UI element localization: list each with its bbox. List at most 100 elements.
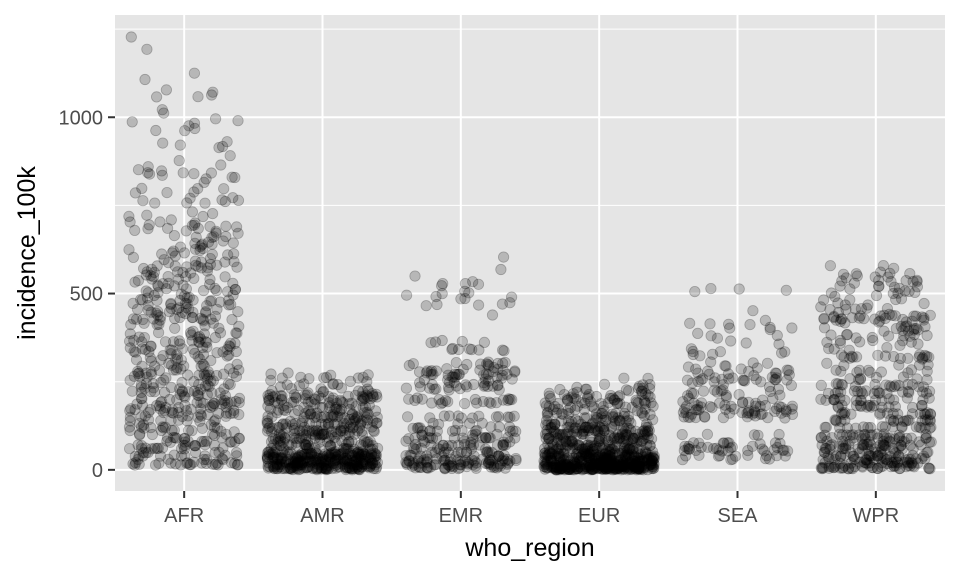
data-point	[126, 116, 138, 128]
data-point	[170, 364, 182, 376]
data-point	[180, 302, 192, 314]
data-point	[223, 299, 235, 311]
data-point	[357, 458, 369, 470]
data-point	[198, 176, 210, 188]
data-point	[546, 421, 558, 433]
data-point	[145, 368, 157, 380]
data-point	[202, 373, 214, 385]
data-point	[207, 208, 219, 220]
data-point	[168, 449, 180, 461]
data-point	[214, 387, 226, 399]
data-point	[619, 401, 632, 413]
data-point	[229, 457, 241, 469]
data-point	[208, 397, 220, 410]
data-point	[217, 346, 229, 358]
data-point	[274, 432, 287, 444]
data-point	[276, 372, 288, 384]
data-point	[414, 381, 426, 393]
data-point	[298, 428, 310, 440]
data-point	[318, 428, 330, 440]
data-point	[175, 354, 187, 366]
data-point	[123, 244, 135, 256]
data-point	[156, 169, 168, 181]
data-point	[747, 305, 759, 317]
data-point	[873, 316, 885, 328]
data-point	[186, 311, 198, 324]
data-point	[610, 458, 623, 470]
data-point	[358, 447, 370, 460]
data-point	[209, 331, 221, 344]
data-point	[195, 410, 207, 422]
data-point	[169, 432, 181, 444]
data-point	[193, 336, 205, 348]
data-point	[695, 441, 707, 453]
data-point	[180, 283, 192, 295]
data-point	[439, 394, 452, 407]
data-point	[145, 340, 157, 352]
data-point	[870, 289, 883, 302]
data-point	[876, 456, 888, 469]
data-point	[909, 286, 921, 298]
data-point	[817, 462, 829, 474]
data-point	[217, 368, 230, 380]
data-point	[265, 426, 278, 438]
data-point	[290, 392, 302, 404]
data-point	[213, 446, 225, 458]
data-point	[146, 273, 158, 285]
data-point	[162, 270, 174, 283]
data-point	[778, 444, 790, 456]
data-point	[924, 415, 936, 427]
data-point	[815, 393, 827, 405]
data-point	[149, 386, 161, 398]
data-point	[684, 317, 696, 329]
data-point	[207, 375, 219, 387]
data-point	[824, 260, 837, 272]
data-point	[195, 383, 207, 396]
data-point	[146, 428, 158, 441]
data-point	[824, 440, 836, 452]
data-point	[166, 247, 178, 259]
data-point	[471, 397, 483, 409]
data-point	[770, 372, 783, 384]
data-point	[135, 392, 147, 405]
data-point	[132, 365, 144, 378]
data-point	[209, 458, 222, 471]
data-point	[752, 429, 764, 441]
data-point	[134, 429, 146, 441]
data-point	[222, 286, 234, 298]
data-point	[188, 272, 200, 284]
data-point	[199, 450, 211, 462]
data-point	[197, 315, 209, 327]
data-point	[195, 403, 207, 415]
data-point	[311, 407, 323, 419]
data-point	[188, 186, 200, 198]
data-point	[352, 452, 364, 464]
data-point	[307, 462, 319, 475]
data-point	[815, 301, 827, 313]
data-point	[142, 446, 154, 458]
data-point	[209, 414, 222, 426]
data-point	[172, 266, 184, 278]
data-point	[199, 370, 211, 382]
data-point	[145, 421, 157, 434]
data-point	[430, 383, 442, 395]
data-point	[185, 267, 197, 279]
data-point	[163, 357, 175, 370]
data-point	[896, 443, 908, 455]
data-point	[211, 422, 223, 434]
data-point	[178, 443, 191, 455]
data-point	[145, 385, 157, 398]
data-point	[163, 277, 175, 289]
data-point	[149, 360, 161, 372]
data-point	[145, 306, 157, 318]
data-point	[211, 303, 223, 315]
data-point	[430, 290, 442, 303]
data-point	[223, 340, 235, 352]
data-point	[297, 462, 309, 474]
data-point	[371, 391, 383, 403]
data-point	[219, 195, 231, 208]
data-point	[192, 260, 204, 272]
data-point	[837, 268, 850, 280]
data-point	[165, 414, 177, 426]
data-point	[127, 313, 140, 325]
